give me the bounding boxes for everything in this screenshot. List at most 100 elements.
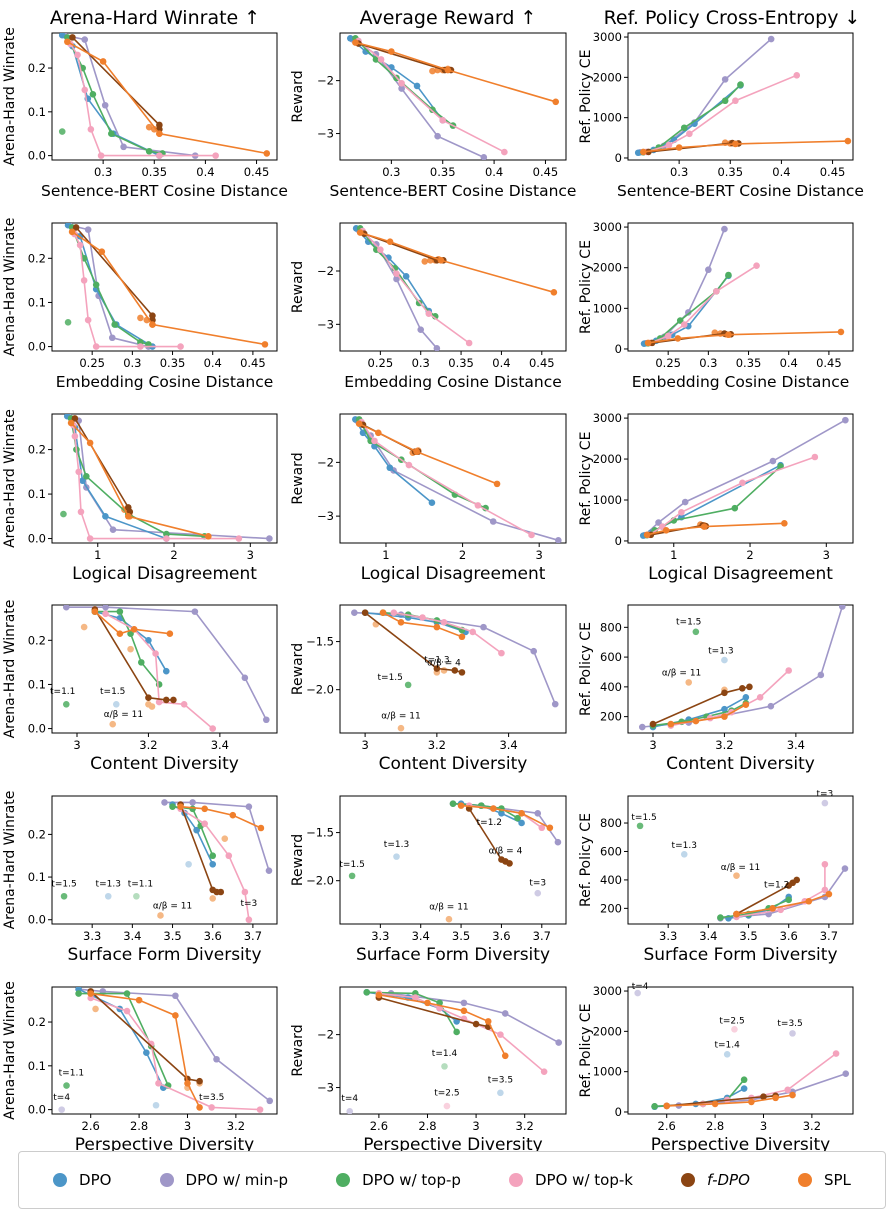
x-tick-label: 3.3 bbox=[371, 929, 389, 943]
series-point-topk bbox=[163, 535, 170, 542]
series-point-topk bbox=[76, 241, 84, 249]
scatter-point-spl_light bbox=[397, 724, 405, 732]
x-axis-label: Content Diversity bbox=[379, 754, 528, 774]
series-point-spl bbox=[518, 810, 525, 817]
series-point-topp bbox=[721, 97, 729, 105]
y-tick-label: 2000 bbox=[593, 1024, 622, 1038]
scatter-point-dpo_light bbox=[721, 656, 728, 664]
series-point-spl bbox=[721, 713, 728, 720]
series-point-spl bbox=[375, 429, 382, 437]
y-axis-label: Reward bbox=[290, 261, 306, 313]
x-tick-label: 3.3 bbox=[83, 929, 101, 943]
plot-area bbox=[634, 989, 850, 1111]
x-tick-label: 2.8 bbox=[418, 1119, 436, 1133]
series-point-dpo bbox=[145, 637, 152, 644]
y-tick-label: 0.2 bbox=[28, 251, 46, 265]
series-line-topk bbox=[360, 421, 532, 536]
x-tick-label: 3.2 bbox=[516, 1119, 534, 1133]
series-point-topk bbox=[713, 287, 720, 295]
series-point-spl bbox=[68, 228, 76, 236]
series-line-topk bbox=[73, 233, 181, 348]
series-point-spl bbox=[87, 990, 95, 997]
series-point-dpo bbox=[413, 82, 421, 90]
series-point-spl bbox=[742, 701, 750, 709]
series-line-spl bbox=[643, 140, 848, 153]
series-point-spl bbox=[135, 996, 143, 1004]
series-point-minp bbox=[191, 608, 199, 615]
series-point-topk bbox=[92, 343, 100, 350]
series-point-minp bbox=[84, 226, 92, 233]
series-point-topk bbox=[177, 343, 184, 350]
series-point-topk bbox=[155, 698, 163, 706]
series-point-topk bbox=[680, 321, 688, 328]
scatter-point-topk_light bbox=[731, 1026, 738, 1033]
series-point-minp bbox=[265, 867, 273, 874]
legend-marker-topp bbox=[336, 1173, 351, 1187]
series-point-topk bbox=[498, 649, 505, 657]
y-tick-label: 0 bbox=[615, 534, 622, 548]
series-point-spl bbox=[413, 448, 420, 455]
series-point-spl bbox=[67, 419, 75, 427]
y-axis-label: Reward bbox=[290, 452, 306, 504]
scatter-point-dpo_light bbox=[680, 851, 688, 858]
series-point-topp bbox=[725, 271, 732, 279]
series-point-topk bbox=[74, 51, 81, 59]
y-tick-label: 0 bbox=[615, 342, 622, 356]
legend-marker-dpo bbox=[53, 1173, 68, 1187]
series-line-topk bbox=[69, 43, 216, 157]
series-point-topp bbox=[169, 803, 176, 810]
series-point-topk bbox=[225, 852, 233, 860]
point-annotation: t=3.5 bbox=[199, 1093, 224, 1103]
axes-frame bbox=[339, 413, 567, 544]
x-tick-label: 3.2 bbox=[227, 1119, 245, 1133]
series-point-topp bbox=[75, 990, 82, 997]
point-annotation: α/β = 11 bbox=[429, 903, 468, 913]
series-point-minp bbox=[266, 535, 273, 542]
subplot-r5-c1: 2.6 2.8 3 3.2 −3 −2 Reward Perspective Diversit… bbox=[290, 986, 567, 1155]
y-axis-label: Ref. Policy CE bbox=[578, 50, 594, 144]
x-tick-label: 3 bbox=[536, 548, 543, 562]
x-tick-label: 3.3 bbox=[659, 929, 677, 943]
series-point-minp bbox=[489, 518, 497, 525]
scatter-point-spl bbox=[150, 126, 158, 133]
y-tick-label: −3 bbox=[317, 509, 334, 523]
series-point-spl bbox=[205, 533, 212, 540]
x-tick-label: 0.3 bbox=[670, 165, 688, 179]
point-annotation: α/β = 11 bbox=[153, 902, 192, 912]
series-point-topp bbox=[209, 852, 217, 860]
plot-area bbox=[346, 34, 560, 160]
scatter-point-topp bbox=[60, 510, 67, 518]
series-point-spl bbox=[444, 66, 452, 74]
y-tick-label: −3 bbox=[317, 317, 334, 331]
series-line-spl bbox=[180, 805, 262, 829]
series-point-topp bbox=[740, 1076, 748, 1084]
x-tick-label: 3.2 bbox=[715, 738, 733, 752]
y-tick-label: 600 bbox=[600, 844, 622, 858]
scatter-point-topp_light bbox=[441, 1063, 448, 1070]
x-tick-label: 0.35 bbox=[448, 356, 474, 370]
y-tick-label: 1000 bbox=[593, 1065, 622, 1079]
series-line-spl bbox=[66, 41, 267, 155]
series-point-topk bbox=[439, 117, 447, 124]
series-point-spl bbox=[149, 321, 156, 328]
series-point-topk bbox=[80, 277, 88, 284]
legend-item-dpo: DPO bbox=[53, 1171, 111, 1189]
plot-area bbox=[62, 605, 270, 732]
x-tick-label: 3.4 bbox=[211, 738, 229, 752]
x-tick-label: 0.3 bbox=[123, 356, 141, 370]
series-point-dpo bbox=[634, 149, 642, 157]
y-axis-label: Arena-Hard Winrate bbox=[2, 409, 18, 548]
series-point-topp bbox=[429, 106, 436, 114]
point-annotation: α/β = 11 bbox=[381, 712, 420, 722]
series-point-dpo bbox=[143, 1049, 150, 1056]
series-line-topk bbox=[105, 613, 214, 730]
y-tick-label: 0.0 bbox=[28, 722, 46, 736]
x-axis-label: Perspective Diversity bbox=[75, 1135, 255, 1155]
series-point-spl bbox=[546, 824, 554, 832]
x-tick-label: 3 bbox=[760, 1119, 767, 1133]
series-point-dpo bbox=[346, 34, 354, 42]
x-tick-label: 2.6 bbox=[658, 1119, 676, 1133]
series-point-minp bbox=[841, 865, 849, 872]
y-axis-label: Arena-Hard Winrate bbox=[2, 981, 18, 1120]
x-tick-label: 0.4 bbox=[204, 356, 222, 370]
